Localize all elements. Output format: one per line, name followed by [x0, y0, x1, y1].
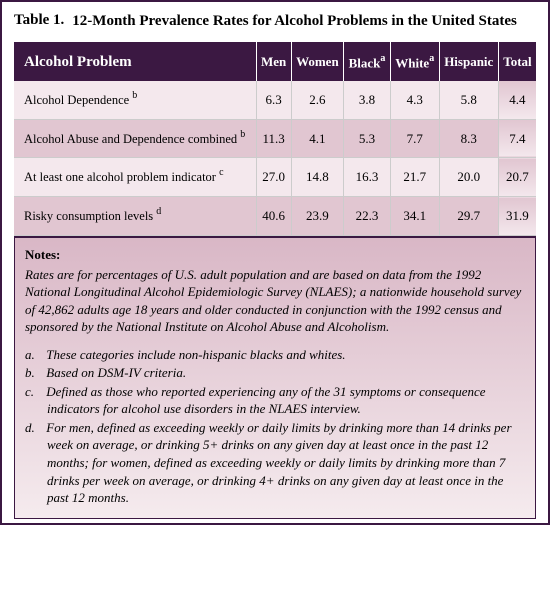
- notes-intro: Rates are for percentages of U.S. adult …: [25, 266, 525, 336]
- cell-value: 6.3: [256, 81, 291, 119]
- table-title: Table 1. 12-Month Prevalence Rates for A…: [14, 12, 536, 32]
- cell-value: 5.8: [439, 81, 498, 119]
- row-label: Alcohol Dependence b: [14, 81, 256, 119]
- cell-value: 20.0: [439, 158, 498, 197]
- note-item: c. Defined as those who reported experie…: [25, 383, 525, 418]
- cell-value: 21.7: [390, 158, 439, 197]
- cell-value: 14.8: [291, 158, 344, 197]
- title-text: 12-Month Prevalence Rates for Alcohol Pr…: [72, 12, 517, 32]
- cell-value: 40.6: [256, 197, 291, 236]
- cell-value: 4.1: [291, 119, 344, 158]
- note-item: d. For men, defined as exceeding weekly …: [25, 419, 525, 507]
- table-row: Risky consumption levels d40.623.922.334…: [14, 197, 536, 236]
- cell-value: 23.9: [291, 197, 344, 236]
- cell-value: 16.3: [344, 158, 391, 197]
- col-header-total: Total: [498, 42, 536, 81]
- cell-value: 11.3: [256, 119, 291, 158]
- row-label: At least one alcohol problem indicator c: [14, 158, 256, 197]
- table-row: Alcohol Dependence b6.32.63.84.35.84.4: [14, 81, 536, 119]
- notes-list: a. These categories include non-hispanic…: [25, 346, 525, 507]
- cell-value: 4.3: [390, 81, 439, 119]
- cell-value: 22.3: [344, 197, 391, 236]
- notes-title: Notes:: [25, 246, 525, 264]
- note-item: a. These categories include non-hispanic…: [25, 346, 525, 364]
- cell-value: 4.4: [498, 81, 536, 119]
- cell-value: 5.3: [344, 119, 391, 158]
- cell-value: 3.8: [344, 81, 391, 119]
- col-header-women: Women: [291, 42, 344, 81]
- cell-value: 27.0: [256, 158, 291, 197]
- row-label: Alcohol Abuse and Dependence combined b: [14, 119, 256, 158]
- table-container: Table 1. 12-Month Prevalence Rates for A…: [0, 0, 550, 525]
- cell-value: 31.9: [498, 197, 536, 236]
- note-item: b. Based on DSM-IV criteria.: [25, 364, 525, 382]
- cell-value: 7.4: [498, 119, 536, 158]
- col-header-black: Blacka: [344, 42, 391, 81]
- col-header-label: Alcohol Problem: [14, 42, 256, 81]
- cell-value: 8.3: [439, 119, 498, 158]
- prevalence-table: Alcohol ProblemMenWomenBlackaWhiteaHispa…: [14, 42, 536, 236]
- cell-value: 7.7: [390, 119, 439, 158]
- table-row: Alcohol Abuse and Dependence combined b1…: [14, 119, 536, 158]
- cell-value: 34.1: [390, 197, 439, 236]
- row-label: Risky consumption levels d: [14, 197, 256, 236]
- table-body: Alcohol Dependence b6.32.63.84.35.84.4Al…: [14, 81, 536, 236]
- col-header-hispanic: Hispanic: [439, 42, 498, 81]
- notes-block: Notes: Rates are for percentages of U.S.…: [14, 236, 536, 519]
- header-row: Alcohol ProblemMenWomenBlackaWhiteaHispa…: [14, 42, 536, 81]
- col-header-men: Men: [256, 42, 291, 81]
- col-header-white: Whitea: [390, 42, 439, 81]
- cell-value: 20.7: [498, 158, 536, 197]
- cell-value: 29.7: [439, 197, 498, 236]
- table-row: At least one alcohol problem indicator c…: [14, 158, 536, 197]
- title-label: Table 1.: [14, 12, 72, 32]
- cell-value: 2.6: [291, 81, 344, 119]
